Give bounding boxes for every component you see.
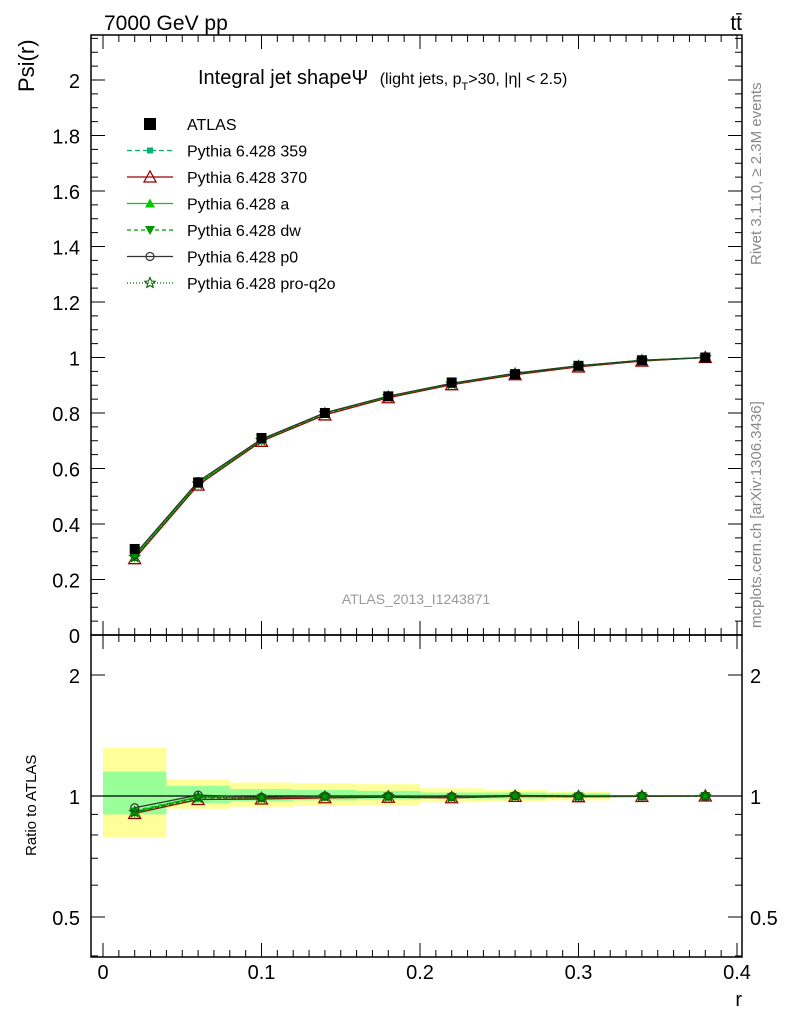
y-tick-label: 1.2 bbox=[52, 293, 80, 315]
x-tick-label: 0.3 bbox=[565, 962, 593, 984]
y-tick-label: 0.6 bbox=[52, 460, 80, 482]
ratio-uncertainty-bands bbox=[103, 747, 611, 838]
series-point bbox=[571, 789, 586, 802]
series-point bbox=[142, 169, 158, 183]
legend-label: Pythia 6.428 a bbox=[187, 197, 289, 214]
data-point bbox=[319, 408, 330, 418]
chart-subtitle-a: (light jets, p bbox=[380, 71, 462, 88]
legend-label: Pythia 6.428 p0 bbox=[187, 250, 298, 267]
ratio-axis-title: Ratio to ATLAS bbox=[23, 755, 40, 856]
mcplots-label: mcplots.cern.ch [arXiv:1306.3436] bbox=[748, 401, 765, 628]
y-tick-label: 0.2 bbox=[52, 571, 80, 593]
data-point bbox=[256, 432, 267, 443]
rivet-label: Rivet 3.1.10, ≥ 2.3M events bbox=[748, 83, 765, 266]
x-axis-title: r bbox=[735, 989, 742, 1011]
series-point bbox=[147, 147, 153, 154]
legend-label: Pythia 6.428 dw bbox=[187, 223, 301, 240]
series-point bbox=[318, 789, 332, 803]
legend-label-data: ATLAS bbox=[187, 117, 237, 134]
series-line-main bbox=[134, 356, 706, 558]
legend-label: Pythia 6.428 359 bbox=[187, 144, 307, 161]
chart-subtitle-sub: T bbox=[462, 81, 469, 93]
series-line-main bbox=[134, 356, 706, 557]
ratio-tick-label-right: 2 bbox=[750, 666, 761, 688]
legend-label: Pythia 6.428 370 bbox=[187, 170, 307, 187]
ratio-tick-label-left: 1 bbox=[69, 787, 80, 809]
ratio-tick-label-left: 2 bbox=[69, 666, 80, 688]
axis-tick-labels: 0 0.2 0.4 0.6 0.8 1 1.2 1.4 1.6 1.8 2 0 0.1 0.2 0.3 0.4… bbox=[52, 71, 778, 984]
energy-label: 7000 GeV pp bbox=[104, 12, 228, 35]
y-tick-label: 1.8 bbox=[52, 127, 80, 149]
series-line-main bbox=[134, 356, 706, 557]
y-tick-label: 0.8 bbox=[52, 404, 80, 426]
series-markers bbox=[127, 350, 713, 820]
data-point bbox=[510, 369, 521, 380]
series-point bbox=[145, 226, 155, 235]
series-point bbox=[635, 789, 649, 802]
chart-title: Integral jet shapeΨ (light jets, pT>30, … bbox=[198, 67, 567, 93]
series-point bbox=[145, 251, 155, 262]
y-tick-label: 0 bbox=[69, 626, 80, 648]
legend-label: Pythia 6.428 pro-q2o bbox=[187, 276, 336, 293]
x-tick-label: 0.1 bbox=[248, 962, 276, 984]
series-line-main bbox=[134, 356, 706, 555]
data-point bbox=[193, 477, 204, 488]
series-point bbox=[143, 276, 157, 289]
series-point bbox=[191, 790, 205, 804]
x-tick-label: 0.2 bbox=[406, 962, 434, 984]
data-point bbox=[446, 377, 457, 388]
data-point bbox=[129, 543, 140, 554]
data-point bbox=[383, 391, 394, 402]
axis-ticks bbox=[91, 35, 742, 957]
y-tick-label: 1 bbox=[69, 349, 80, 371]
data-point bbox=[700, 352, 711, 363]
y-tick-label: 0.4 bbox=[52, 515, 80, 537]
ratio-tick-label-right: 0.5 bbox=[750, 908, 778, 930]
x-tick-label: 0 bbox=[97, 962, 108, 984]
series-point bbox=[508, 788, 522, 802]
chart-title-main: Integral jet shapeΨ bbox=[198, 67, 368, 89]
y-tick-label: 1.6 bbox=[52, 182, 80, 204]
y-tick-label: 2 bbox=[69, 71, 80, 93]
series-point bbox=[130, 803, 140, 813]
series-line-main bbox=[134, 356, 706, 560]
y-axis-title: Psi(r) bbox=[14, 39, 39, 92]
series-line-main bbox=[134, 356, 706, 558]
series-point bbox=[698, 789, 712, 802]
y-tick-label: 1.4 bbox=[52, 238, 80, 260]
ratio-tick-label-right: 1 bbox=[750, 787, 761, 809]
series-lines bbox=[134, 356, 706, 815]
series-point bbox=[128, 805, 142, 818]
series-point bbox=[381, 789, 395, 802]
legend: ATLAS Pythia 6.428 359 Pythia 6.428 370 Pyt… bbox=[127, 117, 336, 293]
data-point bbox=[573, 360, 584, 371]
process-label: tt̄ bbox=[730, 12, 742, 35]
data-point bbox=[636, 355, 647, 366]
series-point bbox=[254, 791, 269, 804]
ratio-tick-label-left: 0.5 bbox=[52, 908, 80, 930]
x-tick-label: 0.4 bbox=[723, 962, 751, 984]
data-point bbox=[144, 118, 156, 130]
series-point bbox=[128, 550, 142, 563]
series-point bbox=[445, 790, 459, 803]
series-line-ratio bbox=[134, 795, 706, 813]
chart-subtitle-b: >30, |η| < 2.5) bbox=[468, 71, 567, 88]
series-point bbox=[145, 198, 155, 208]
analysis-label: ATLAS_2013_I1243871 bbox=[342, 591, 491, 607]
